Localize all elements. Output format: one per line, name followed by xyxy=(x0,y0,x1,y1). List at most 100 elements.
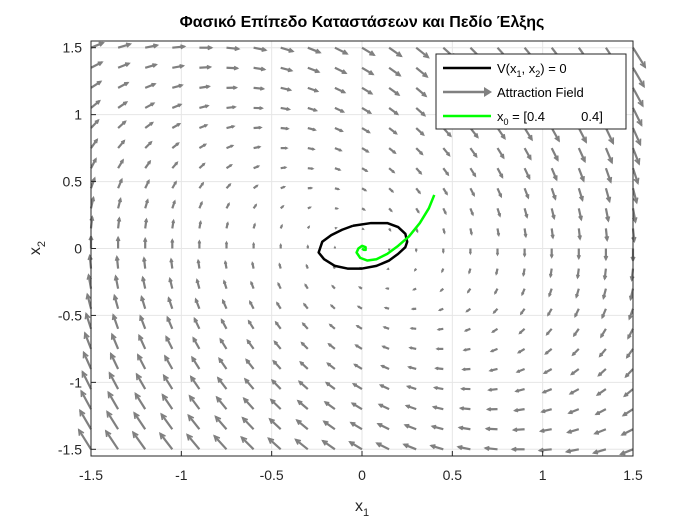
quiver-arrow xyxy=(252,203,258,209)
x-tick-label: -0.5 xyxy=(260,467,284,483)
quiver-arrow xyxy=(496,187,503,199)
quiver-arrow xyxy=(168,276,174,289)
quiver-arrow-head xyxy=(366,129,371,134)
quiver-arrow-head xyxy=(604,235,610,242)
quiver-arrow xyxy=(321,439,336,451)
quiver-arrow-head xyxy=(158,432,166,440)
quiver-arrow xyxy=(135,372,147,390)
quiver-arrow-head xyxy=(337,187,341,191)
quiver-arrow xyxy=(545,328,553,336)
quiver-arrow-head xyxy=(580,156,586,164)
quiver-arrow-head xyxy=(603,255,609,262)
quiver-arrow-head xyxy=(223,259,228,265)
quiver-arrow-head xyxy=(516,350,522,354)
quiver-arrow-head xyxy=(620,430,627,436)
quiver-arrow-shaft xyxy=(307,46,321,54)
quiver-arrow-head xyxy=(196,258,201,264)
quiver-arrow xyxy=(510,446,525,452)
quiver-arrow xyxy=(550,167,558,182)
quiver-arrow xyxy=(301,322,309,330)
quiver-arrow xyxy=(131,430,147,450)
quiver-arrow xyxy=(334,226,338,230)
quiver-arrow-head xyxy=(514,388,520,393)
quiver-arrow-head xyxy=(500,133,506,141)
quiver-arrow xyxy=(172,63,186,69)
quiver-arrow-shaft xyxy=(192,337,201,350)
quiver-arrow xyxy=(171,161,179,169)
quiver-arrow xyxy=(628,308,635,321)
quiver-arrow xyxy=(164,354,174,370)
quiver-arrow-head xyxy=(552,194,557,201)
quiver-arrow-shaft xyxy=(134,392,147,410)
quiver-arrow-head xyxy=(499,153,505,160)
quiver-arrow xyxy=(327,342,336,350)
quiver-arrow-head xyxy=(521,272,526,277)
quiver-arrow-shaft xyxy=(621,428,634,436)
quiver-arrow-shaft xyxy=(404,424,417,431)
quiver-arrow-head xyxy=(224,240,229,245)
quiver-arrow-shaft xyxy=(496,147,505,159)
quiver-arrow xyxy=(307,167,315,171)
quiver-arrow-shaft xyxy=(469,127,479,138)
quiver-arrow-head xyxy=(430,424,437,430)
quiver-arrow xyxy=(463,327,471,332)
quiver-arrow-head xyxy=(140,295,146,302)
x-tick-label: 1.5 xyxy=(623,467,643,483)
quiver-arrow-head xyxy=(147,159,152,165)
quiver-arrow-head xyxy=(575,293,579,299)
quiver-arrow xyxy=(521,268,526,277)
quiver-arrow-shaft xyxy=(167,297,174,310)
quiver-arrow-head xyxy=(461,367,466,372)
quiver-arrow xyxy=(388,207,393,213)
quiver-arrow-head xyxy=(551,214,556,221)
quiver-arrow xyxy=(388,187,395,193)
quiver-arrow-head xyxy=(416,210,420,214)
quiver-arrow-head xyxy=(633,177,640,186)
quiver-arrow-shaft xyxy=(632,107,643,126)
quiver-arrow xyxy=(538,428,552,434)
quiver-arrow-head xyxy=(540,408,546,414)
quiver-arrow-head xyxy=(284,146,289,150)
quiver-arrow xyxy=(442,207,447,216)
quiver-arrow xyxy=(489,347,498,353)
quiver-arrow xyxy=(81,370,92,390)
quiver-arrow xyxy=(252,184,259,190)
quiver-arrow xyxy=(604,127,615,146)
quiver-arrow xyxy=(104,429,120,450)
quiver-arrow-shaft xyxy=(114,276,120,289)
quiver-arrow xyxy=(415,46,430,59)
quiver-arrow-head xyxy=(545,331,550,336)
quiver-arrow-head xyxy=(203,124,209,128)
quiver-arrow xyxy=(519,308,526,316)
quiver-arrow xyxy=(166,315,174,330)
quiver-arrow-shaft xyxy=(86,294,93,310)
quiver-arrow xyxy=(117,101,129,109)
quiver-arrow xyxy=(273,340,282,350)
quiver-arrow-head xyxy=(364,188,368,192)
quiver-arrow-shaft xyxy=(298,380,309,390)
quiver-arrow xyxy=(382,326,390,330)
quiver-arrow-shaft xyxy=(136,354,147,370)
quiver-arrow xyxy=(295,419,309,431)
quiver-arrow xyxy=(408,346,417,350)
quiver-arrow xyxy=(518,328,526,335)
quiver-arrow-head xyxy=(567,409,573,415)
quiver-arrow-head xyxy=(300,341,305,346)
quiver-arrow-head xyxy=(395,71,402,77)
quiver-arrow-head xyxy=(485,407,492,412)
quiver-arrow xyxy=(488,367,498,373)
quiver-arrow xyxy=(112,293,120,310)
quiver-arrow xyxy=(378,384,390,391)
quiver-arrow-shaft xyxy=(217,377,228,390)
quiver-arrow xyxy=(361,207,367,211)
quiver-arrow-shaft xyxy=(577,187,584,201)
quiver-arrow-shaft xyxy=(604,147,614,164)
quiver-arrow xyxy=(595,388,607,396)
quiver-arrow-head xyxy=(228,183,232,187)
quiver-arrow-head xyxy=(186,433,194,441)
quiver-arrow-head xyxy=(549,253,554,259)
quiver-arrow xyxy=(196,258,201,269)
quiver-arrow-head xyxy=(331,284,334,288)
quiver-arrow-shaft xyxy=(135,373,147,390)
quiver-arrow-shaft xyxy=(550,167,558,181)
